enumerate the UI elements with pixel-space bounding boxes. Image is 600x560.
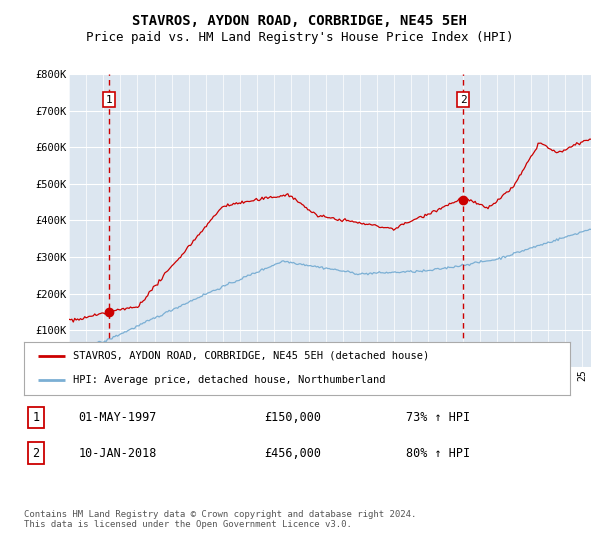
Text: 1: 1 bbox=[106, 95, 112, 105]
Text: £150,000: £150,000 bbox=[264, 411, 321, 424]
Text: 2: 2 bbox=[460, 95, 467, 105]
Text: STAVROS, AYDON ROAD, CORBRIDGE, NE45 5EH (detached house): STAVROS, AYDON ROAD, CORBRIDGE, NE45 5EH… bbox=[73, 351, 430, 361]
Text: Contains HM Land Registry data © Crown copyright and database right 2024.
This d: Contains HM Land Registry data © Crown c… bbox=[24, 510, 416, 529]
Text: £456,000: £456,000 bbox=[264, 446, 321, 460]
Text: STAVROS, AYDON ROAD, CORBRIDGE, NE45 5EH: STAVROS, AYDON ROAD, CORBRIDGE, NE45 5EH bbox=[133, 14, 467, 28]
Text: 73% ↑ HPI: 73% ↑ HPI bbox=[406, 411, 470, 424]
Text: 80% ↑ HPI: 80% ↑ HPI bbox=[406, 446, 470, 460]
Text: HPI: Average price, detached house, Northumberland: HPI: Average price, detached house, Nort… bbox=[73, 375, 386, 385]
Text: 1: 1 bbox=[32, 411, 40, 424]
Text: 01-MAY-1997: 01-MAY-1997 bbox=[79, 411, 157, 424]
Text: Price paid vs. HM Land Registry's House Price Index (HPI): Price paid vs. HM Land Registry's House … bbox=[86, 31, 514, 44]
Text: 10-JAN-2018: 10-JAN-2018 bbox=[79, 446, 157, 460]
Text: 2: 2 bbox=[32, 446, 40, 460]
